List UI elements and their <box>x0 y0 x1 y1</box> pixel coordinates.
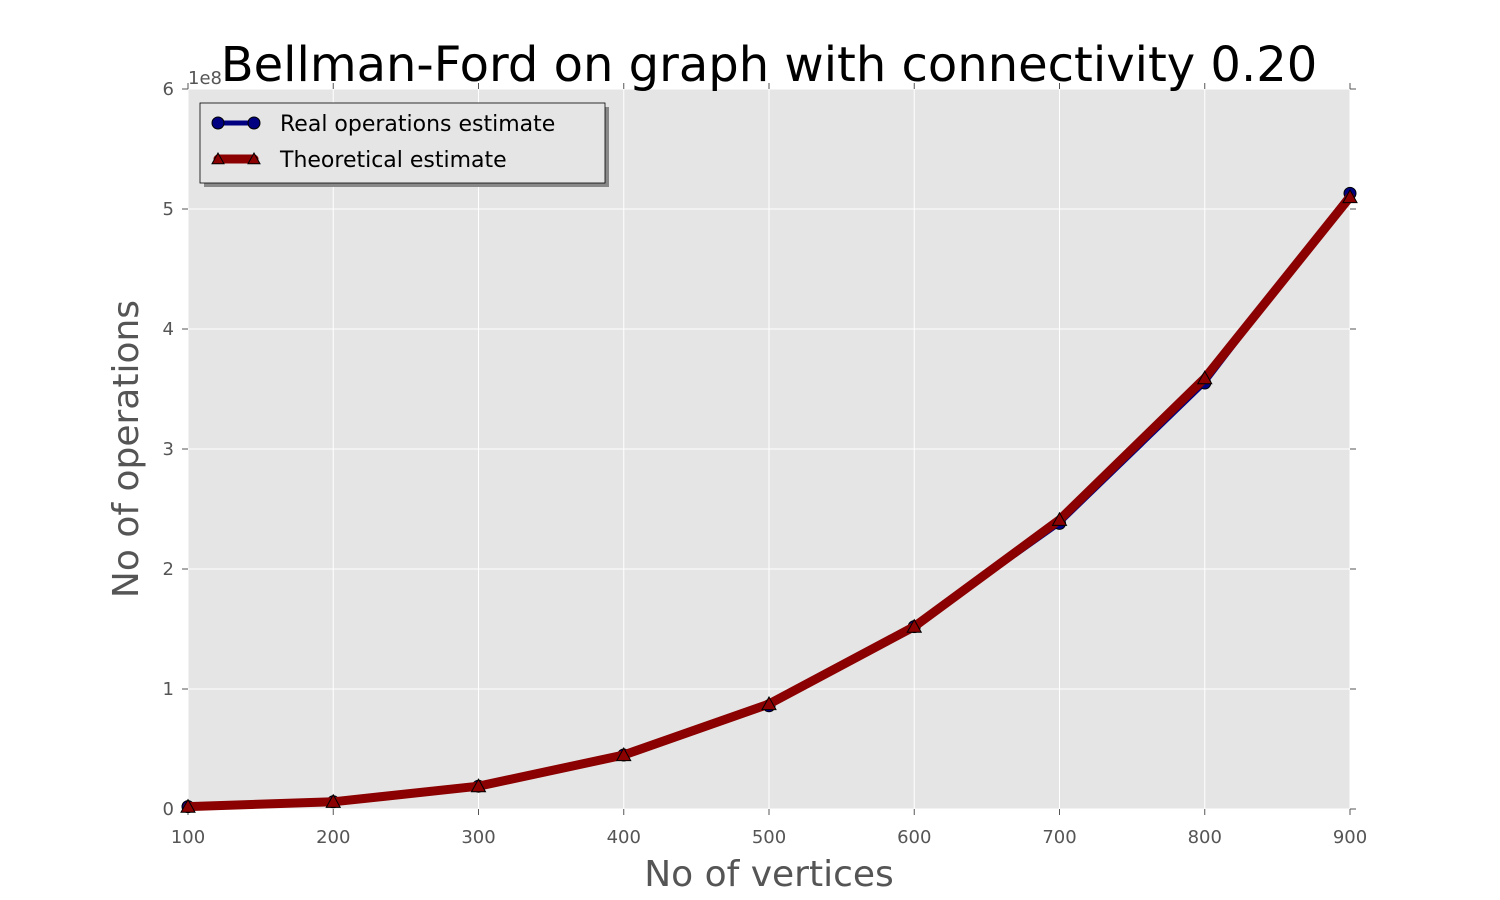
y-axis-label: No of operations <box>106 300 147 598</box>
legend-marker <box>247 151 261 165</box>
x-tick-label: 100 <box>171 827 205 848</box>
legend-marker <box>211 116 225 130</box>
x-tick-label: 700 <box>1042 827 1076 848</box>
y-tick-label: 1 <box>163 679 174 700</box>
y-tick-label: 3 <box>163 439 174 460</box>
legend-label: Real operations estimate <box>280 112 555 137</box>
y-tick-labels: 0 1 2 3 4 5 6 <box>163 79 174 820</box>
x-axis-label: No of vertices <box>644 854 894 895</box>
data-point <box>325 793 342 808</box>
data-point <box>615 746 632 762</box>
x-tick-label: 500 <box>752 827 786 848</box>
x-tick-label: 200 <box>316 827 350 848</box>
data-point <box>1342 188 1358 204</box>
y-offset-label: 1e8 <box>188 68 222 89</box>
x-tick-label: 800 <box>1188 827 1222 848</box>
data-point <box>180 798 196 813</box>
data-point <box>1196 370 1213 385</box>
data-point <box>761 695 777 711</box>
y-tick-label: 6 <box>163 79 174 100</box>
legend-marker <box>211 151 225 165</box>
x-tick-label: 900 <box>1333 827 1367 848</box>
series-layer <box>180 186 1358 814</box>
x-tick-label: 300 <box>461 827 495 848</box>
legend-box <box>199 102 606 184</box>
y-tick-label: 0 <box>163 799 174 820</box>
legend-item: Theoretical estimate <box>211 148 507 173</box>
x-tick-labels: 100 200 300 400 500 600 700 800 900 <box>171 827 1367 848</box>
x-tick-label: 400 <box>607 827 641 848</box>
y-tick-label: 2 <box>163 559 174 580</box>
legend-label: Theoretical estimate <box>279 148 507 173</box>
legend-item: Real operations estimate <box>211 112 555 137</box>
y-tick-label: 4 <box>163 319 174 340</box>
chart-title: Bellman-Ford on graph with connectivity … <box>221 37 1318 93</box>
y-tick-label: 5 <box>163 199 174 220</box>
data-point <box>1051 511 1068 526</box>
legend-marker <box>247 116 261 130</box>
data-point <box>470 778 487 793</box>
x-tick-label: 600 <box>897 827 931 848</box>
series-theoretical <box>180 188 1358 813</box>
data-point <box>906 618 923 633</box>
legend: Real operations estimate Theoretical esti… <box>199 102 609 187</box>
